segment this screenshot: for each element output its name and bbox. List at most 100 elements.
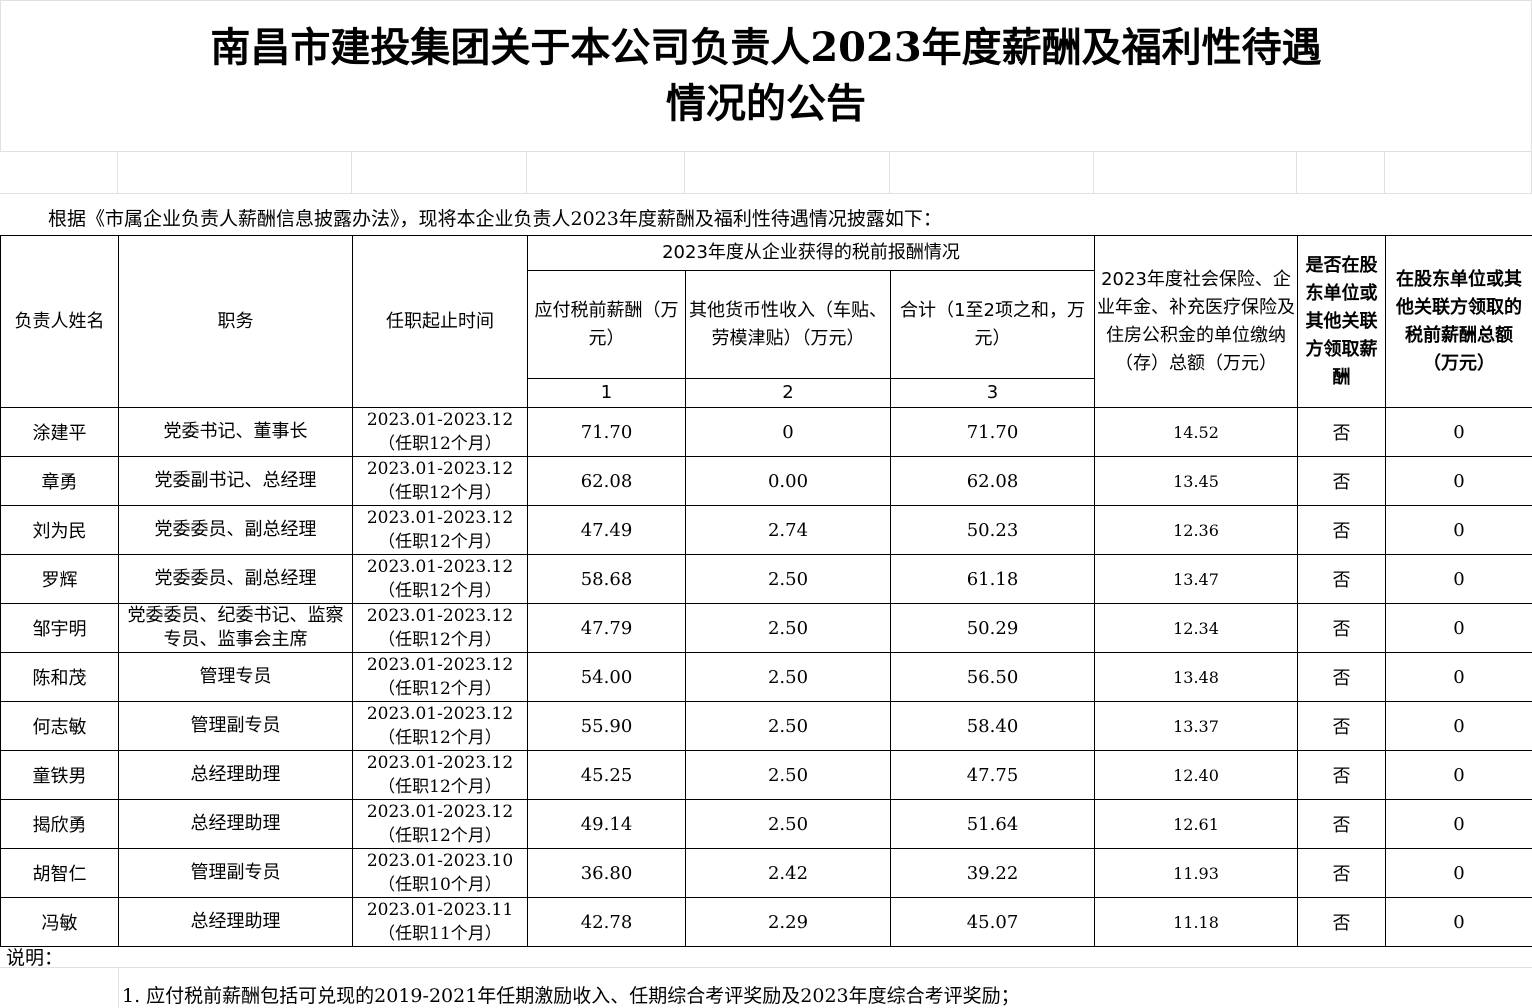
cell-related-amount: 0: [1386, 849, 1532, 898]
empty-cell: [1297, 152, 1385, 194]
header-insurance: 2023年度社会保险、企业年金、补充医疗保险及住房公积金的单位缴纳（存）总额（万…: [1095, 236, 1298, 408]
cell-related: 否: [1298, 800, 1386, 849]
cell-other: 2.42: [686, 849, 891, 898]
cell-related-amount: 0: [1386, 898, 1532, 947]
cell-period: 2023.01-2023.12（任职12个月）: [353, 702, 528, 751]
cell-position: 党委书记、董事长: [119, 408, 353, 457]
cell-insurance: 13.37: [1095, 702, 1298, 751]
note-item: 1. 应付税前薪酬包括可兑现的2019-2021年任期激励收入、任期综合考评奖励…: [122, 981, 1020, 1008]
header-related-amount: 在股东单位或其他关联方领取的税前薪酬总额（万元）: [1386, 236, 1532, 408]
header-salary: 应付税前薪酬（万元）: [528, 271, 686, 379]
cell-related: 否: [1298, 702, 1386, 751]
cell-related: 否: [1298, 555, 1386, 604]
period-months: （任职12个月）: [355, 579, 525, 603]
cell-salary: 42.78: [528, 898, 686, 947]
header-other: 其他货币性收入（车贴、劳模津贴）（万元）: [686, 271, 891, 379]
cell-other: 2.50: [686, 751, 891, 800]
cell-salary: 62.08: [528, 457, 686, 506]
cell-name: 童铁男: [1, 751, 119, 800]
cell-insurance: 11.18: [1095, 898, 1298, 947]
cell-salary: 36.80: [528, 849, 686, 898]
empty-cell: [0, 152, 118, 194]
cell-related: 否: [1298, 457, 1386, 506]
period-range: 2023.01-2023.12: [355, 408, 525, 432]
period-months: （任职10个月）: [355, 873, 525, 897]
header-period: 任职起止时间: [353, 236, 528, 408]
period-range: 2023.01-2023.10: [355, 849, 525, 873]
cell-related-amount: 0: [1386, 457, 1532, 506]
period-months: （任职12个月）: [355, 677, 525, 701]
notes-label: 说明：: [6, 943, 63, 970]
cell-name: 陈和茂: [1, 653, 119, 702]
cell-period: 2023.01-2023.12（任职12个月）: [353, 751, 528, 800]
table-row: 胡智仁 管理副专员 2023.01-2023.10（任职10个月） 36.80 …: [1, 849, 1532, 898]
position-text: 党委委员、副总经理: [121, 556, 350, 602]
cell-period: 2023.01-2023.12（任职12个月）: [353, 653, 528, 702]
table-row: 冯敏 总经理助理 2023.01-2023.11（任职11个月） 42.78 2…: [1, 898, 1532, 947]
cell-name: 刘为民: [1, 506, 119, 555]
cell-salary: 55.90: [528, 702, 686, 751]
cell-related: 否: [1298, 506, 1386, 555]
cell-total: 62.08: [891, 457, 1095, 506]
table-row: 陈和茂 管理专员 2023.01-2023.12（任职12个月） 54.00 2…: [1, 653, 1532, 702]
position-text: 管理副专员: [121, 703, 350, 749]
header-name: 负责人姓名: [1, 236, 119, 408]
title-line-2: 情况的公告: [666, 76, 866, 132]
cell-insurance: 14.52: [1095, 408, 1298, 457]
header-col-1: 1: [528, 379, 686, 408]
position-text: 管理专员: [121, 654, 350, 700]
cell-related: 否: [1298, 408, 1386, 457]
position-text: 管理副专员: [121, 850, 350, 896]
cell-other: 2.50: [686, 702, 891, 751]
cell-insurance: 12.34: [1095, 604, 1298, 653]
cell-name: 胡智仁: [1, 849, 119, 898]
cell-insurance: 12.40: [1095, 751, 1298, 800]
cell-salary: 54.00: [528, 653, 686, 702]
position-text: 总经理助理: [121, 899, 350, 945]
cell-insurance: 13.48: [1095, 653, 1298, 702]
period-months: （任职12个月）: [355, 775, 525, 799]
cell-insurance: 13.47: [1095, 555, 1298, 604]
cell-name: 涂建平: [1, 408, 119, 457]
cell-name: 章勇: [1, 457, 119, 506]
cell-position: 管理副专员: [119, 849, 353, 898]
cell-related: 否: [1298, 653, 1386, 702]
cell-other: 2.74: [686, 506, 891, 555]
cell-total: 58.40: [891, 702, 1095, 751]
header-col-2: 2: [686, 379, 891, 408]
cell-total: 51.64: [891, 800, 1095, 849]
cell-period: 2023.01-2023.12（任职12个月）: [353, 800, 528, 849]
cell-other: 0: [686, 408, 891, 457]
period-range: 2023.01-2023.12: [355, 457, 525, 481]
cell-other: 0.00: [686, 457, 891, 506]
cell-period: 2023.01-2023.11（任职11个月）: [353, 898, 528, 947]
position-text: 总经理助理: [121, 801, 350, 847]
cell-period: 2023.01-2023.12（任职12个月）: [353, 604, 528, 653]
cell-name: 揭欣勇: [1, 800, 119, 849]
cell-related: 否: [1298, 849, 1386, 898]
empty-cell: [118, 152, 352, 194]
table-row: 何志敏 管理副专员 2023.01-2023.12（任职12个月） 55.90 …: [1, 702, 1532, 751]
empty-cell: [890, 152, 1094, 194]
cell-period: 2023.01-2023.10（任职10个月）: [353, 849, 528, 898]
cell-related-amount: 0: [1386, 506, 1532, 555]
cell-insurance: 12.36: [1095, 506, 1298, 555]
cell-divider: [118, 968, 119, 1008]
cell-other: 2.50: [686, 604, 891, 653]
table-row: 刘为民 党委委员、副总经理 2023.01-2023.12（任职12个月） 47…: [1, 506, 1532, 555]
intro-text: 根据《市属企业负责人薪酬信息披露办法》，现将本企业负责人2023年度薪酬及福利性…: [0, 194, 1532, 235]
header-position: 职务: [119, 236, 353, 408]
cell-salary: 58.68: [528, 555, 686, 604]
period-range: 2023.01-2023.12: [355, 702, 525, 726]
position-text: 党委书记、董事长: [121, 409, 350, 455]
cell-insurance: 11.93: [1095, 849, 1298, 898]
cell-position: 党委副书记、总经理: [119, 457, 353, 506]
period-range: 2023.01-2023.12: [355, 653, 525, 677]
period-months: （任职12个月）: [355, 726, 525, 750]
cell-other: 2.29: [686, 898, 891, 947]
cell-related-amount: 0: [1386, 555, 1532, 604]
page-title: 南昌市建投集团关于本公司负责人2023年度薪酬及福利性待遇 情况的公告: [0, 0, 1532, 152]
cell-related-amount: 0: [1386, 408, 1532, 457]
period-range: 2023.01-2023.11: [355, 898, 525, 922]
note-row: 1. 应付税前薪酬包括可兑现的2019-2021年任期激励收入、任期综合考评奖励…: [0, 967, 1532, 1007]
